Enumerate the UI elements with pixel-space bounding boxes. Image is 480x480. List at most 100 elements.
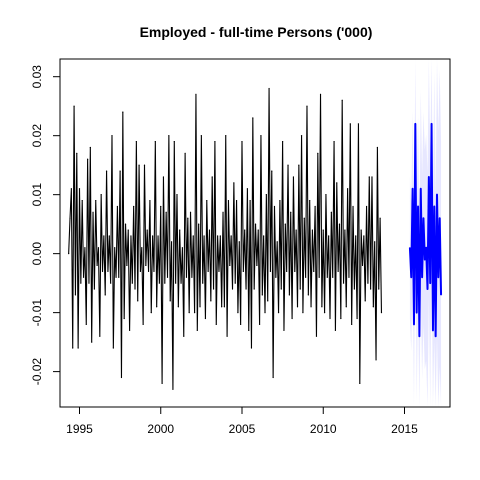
observed-data-point xyxy=(376,146,378,149)
observed-data-point xyxy=(237,312,239,314)
observed-data-point xyxy=(214,140,216,143)
observed-data-point xyxy=(124,223,127,225)
observed-data-point xyxy=(265,194,267,196)
observed-data-point xyxy=(176,194,178,196)
observed-data-point xyxy=(303,217,305,219)
forecast-data-point xyxy=(432,329,434,331)
observed-data-point xyxy=(364,300,366,302)
forecast-data-point xyxy=(424,258,426,261)
observed-data-point xyxy=(279,199,281,202)
x-tick-label: 1995 xyxy=(66,422,93,436)
observed-data-point xyxy=(359,382,361,385)
observed-data-point xyxy=(138,164,140,166)
observed-data-point xyxy=(258,323,261,326)
observed-data-point xyxy=(157,235,159,237)
observed-data-point xyxy=(256,264,258,267)
observed-data-point xyxy=(267,300,269,302)
observed-series-line xyxy=(68,87,383,390)
observed-data-point xyxy=(110,282,112,284)
observed-data-point xyxy=(200,135,202,137)
observed-data-point xyxy=(353,288,355,290)
observed-data-point xyxy=(219,235,221,237)
observed-data-point xyxy=(227,199,230,202)
observed-data-point xyxy=(139,270,142,272)
observed-data-point xyxy=(164,282,166,284)
observed-data-point xyxy=(296,306,299,308)
forecast-series-line xyxy=(408,122,443,338)
observed-data-point xyxy=(135,140,137,143)
observed-data-point xyxy=(291,317,293,320)
observed-data-point xyxy=(161,382,163,385)
observed-data-point xyxy=(317,152,319,154)
x-axis: 1995 2000 2005 2010 2015 xyxy=(66,406,418,436)
x-tick-label: 2010 xyxy=(310,422,337,436)
forecast-data-point xyxy=(433,205,435,208)
observed-data-point xyxy=(88,282,90,284)
observed-data-point xyxy=(338,223,341,225)
forecast-data-point xyxy=(416,312,418,314)
forecast-data-point xyxy=(421,276,423,278)
observed-data-point xyxy=(128,329,131,331)
observed-data-point xyxy=(154,140,156,143)
observed-data-point xyxy=(153,270,155,272)
observed-data-point xyxy=(85,323,87,326)
observed-data-point xyxy=(187,217,189,219)
observed-data-point xyxy=(240,323,242,326)
observed-data-point xyxy=(91,341,93,343)
forecast-data-point xyxy=(436,194,438,196)
observed-data-point xyxy=(80,282,82,284)
observed-data-point xyxy=(357,123,360,125)
forecast-data-point xyxy=(410,276,412,278)
observed-data-point xyxy=(215,323,217,326)
observed-data-point xyxy=(370,288,372,290)
observed-data-point xyxy=(367,282,369,284)
observed-data-point xyxy=(77,347,79,349)
observed-data-point xyxy=(326,276,328,278)
observed-data-point xyxy=(344,229,346,231)
observed-data-point xyxy=(235,199,238,202)
y-tick-label: 0.02 xyxy=(30,124,44,148)
observed-data-point xyxy=(222,211,224,213)
forecast-data-point xyxy=(417,205,419,208)
observed-data-point xyxy=(323,312,326,314)
observed-data-point xyxy=(226,335,228,337)
observed-data-point xyxy=(183,335,185,337)
observed-data-point xyxy=(287,164,289,166)
observed-data-point xyxy=(108,235,110,237)
observed-data-point xyxy=(299,288,301,290)
observed-data-point xyxy=(111,135,113,137)
observed-data-point xyxy=(380,312,383,314)
observed-points xyxy=(68,87,383,390)
observed-data-point xyxy=(334,329,337,331)
observed-data-point xyxy=(195,93,197,95)
observed-data-point xyxy=(340,317,342,320)
y-tick-label: -0.01 xyxy=(30,299,44,327)
observed-data-point xyxy=(318,276,320,278)
observed-data-point xyxy=(196,329,198,331)
forecast-data-point xyxy=(412,188,414,190)
observed-data-point xyxy=(105,170,108,172)
observed-data-point xyxy=(95,199,97,202)
observed-data-point xyxy=(142,323,144,326)
observed-data-point xyxy=(254,223,257,225)
observed-data-point xyxy=(379,217,381,219)
y-tick-label: 0.03 xyxy=(30,65,44,89)
observed-data-point xyxy=(76,152,78,154)
observed-data-point xyxy=(169,300,171,302)
observed-data-point xyxy=(99,335,101,337)
observed-data-point xyxy=(223,306,225,308)
observed-data-point xyxy=(185,276,188,278)
observed-data-point xyxy=(119,170,121,172)
observed-data-point xyxy=(378,288,380,290)
observed-data-point xyxy=(345,306,347,308)
observed-data-point xyxy=(206,199,208,202)
observed-data-point xyxy=(249,199,251,202)
observed-data-point xyxy=(118,276,120,278)
observed-data-point xyxy=(307,294,309,296)
observed-data-point xyxy=(192,235,194,237)
observed-data-point xyxy=(253,288,255,290)
observed-data-point xyxy=(282,140,284,143)
observed-data-point xyxy=(241,140,243,143)
observed-data-point xyxy=(356,317,358,320)
observed-data-point xyxy=(230,235,232,237)
